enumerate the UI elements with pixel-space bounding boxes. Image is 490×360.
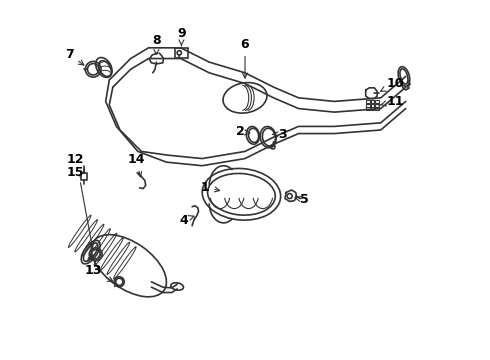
FancyBboxPatch shape: [175, 48, 188, 58]
Bar: [371, 104, 374, 107]
Text: 7: 7: [65, 48, 84, 65]
Text: 9: 9: [177, 27, 186, 46]
Text: 11: 11: [381, 95, 404, 108]
Text: 4: 4: [179, 213, 194, 226]
Text: 3: 3: [272, 128, 287, 141]
Text: 1: 1: [200, 181, 220, 194]
Bar: [367, 108, 370, 111]
Bar: [371, 108, 374, 111]
Bar: [371, 100, 374, 103]
Text: 12: 12: [67, 153, 84, 166]
Text: 5: 5: [295, 193, 309, 206]
Text: 13: 13: [85, 264, 113, 282]
Text: 2: 2: [236, 125, 250, 138]
Text: 6: 6: [241, 38, 249, 78]
Bar: [367, 100, 370, 103]
Bar: [375, 104, 379, 107]
Text: 14: 14: [127, 153, 145, 177]
Bar: [375, 100, 379, 103]
Text: 15: 15: [67, 166, 84, 179]
Bar: [375, 108, 379, 111]
Text: 8: 8: [152, 34, 161, 54]
Bar: [367, 104, 370, 107]
Text: 10: 10: [381, 77, 404, 91]
